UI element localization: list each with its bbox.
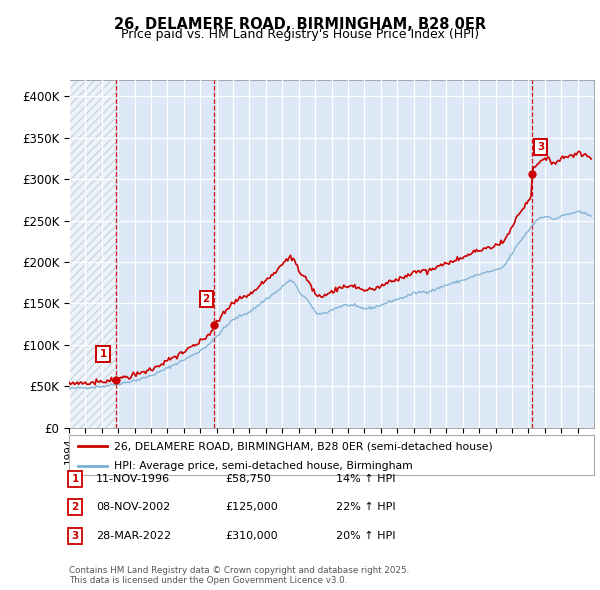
Text: 20% ↑ HPI: 20% ↑ HPI — [336, 531, 395, 540]
Text: 1: 1 — [100, 349, 107, 359]
Text: 3: 3 — [71, 531, 79, 540]
Text: Price paid vs. HM Land Registry's House Price Index (HPI): Price paid vs. HM Land Registry's House … — [121, 28, 479, 41]
Text: 28-MAR-2022: 28-MAR-2022 — [96, 531, 171, 540]
Text: 14% ↑ HPI: 14% ↑ HPI — [336, 474, 395, 484]
Text: HPI: Average price, semi-detached house, Birmingham: HPI: Average price, semi-detached house,… — [113, 461, 412, 471]
Text: 22% ↑ HPI: 22% ↑ HPI — [336, 503, 395, 512]
Text: £310,000: £310,000 — [225, 531, 278, 540]
Text: 2: 2 — [71, 503, 79, 512]
Text: 3: 3 — [537, 142, 544, 152]
Text: 2: 2 — [203, 294, 210, 304]
Bar — [69, 80, 116, 428]
Text: Contains HM Land Registry data © Crown copyright and database right 2025.
This d: Contains HM Land Registry data © Crown c… — [69, 566, 409, 585]
Text: £125,000: £125,000 — [225, 503, 278, 512]
Text: 08-NOV-2002: 08-NOV-2002 — [96, 503, 170, 512]
Text: 1: 1 — [71, 474, 79, 484]
Text: £58,750: £58,750 — [225, 474, 271, 484]
Text: 26, DELAMERE ROAD, BIRMINGHAM, B28 0ER (semi-detached house): 26, DELAMERE ROAD, BIRMINGHAM, B28 0ER (… — [113, 441, 493, 451]
Text: 11-NOV-1996: 11-NOV-1996 — [96, 474, 170, 484]
Text: 26, DELAMERE ROAD, BIRMINGHAM, B28 0ER: 26, DELAMERE ROAD, BIRMINGHAM, B28 0ER — [114, 17, 486, 31]
